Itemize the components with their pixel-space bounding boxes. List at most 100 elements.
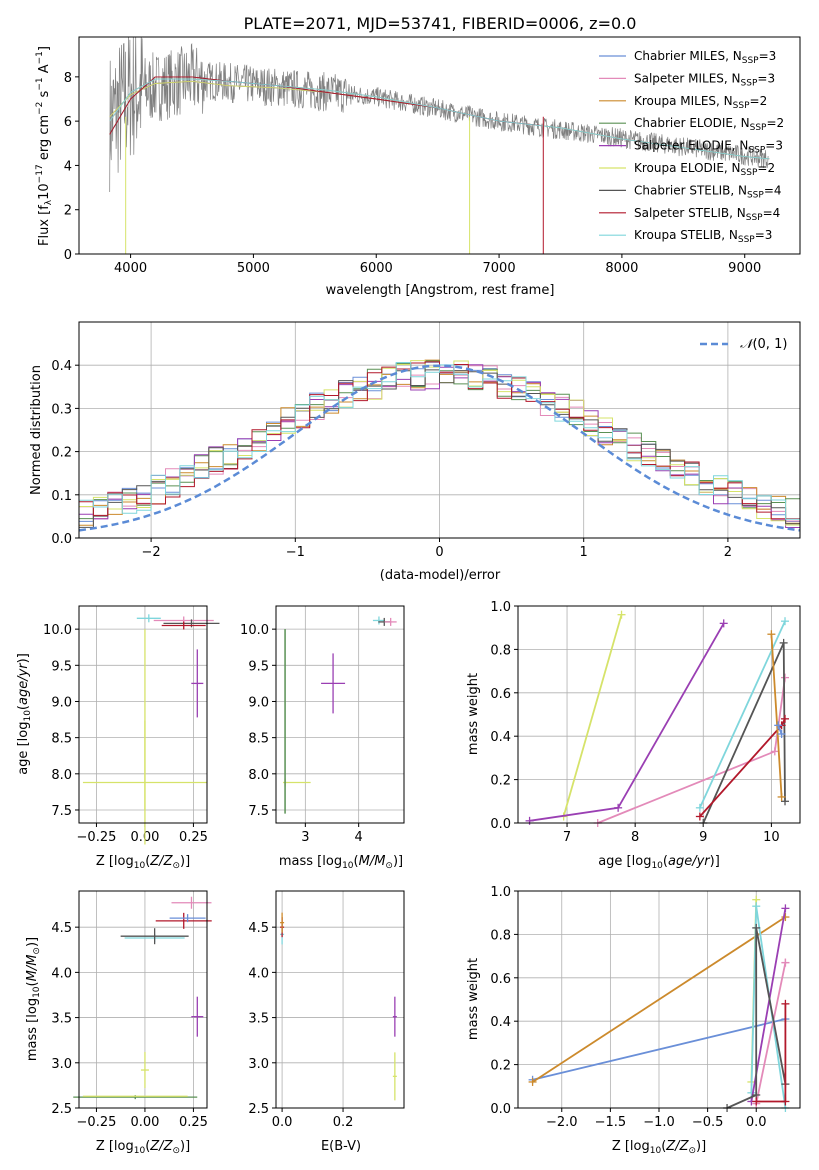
histogram-xlabel: (data-model)/error <box>380 568 501 583</box>
mass-z-xlabel: Z [log10(Z/Z⊙)] <box>96 1139 190 1156</box>
gaussian-legend-label: 𝒩(0, 1) <box>740 337 787 352</box>
age-mass-xtick-label: 4 <box>355 830 363 845</box>
histogram-ytick-label: 0.0 <box>51 532 72 547</box>
age-mass-ytick-label: 7.5 <box>248 804 269 819</box>
spectrum-panel: PLATE=2071, MJD=53741, FIBERID=0006, z=0… <box>35 14 801 298</box>
legend-label-5: Kroupa ELODIE, NSSP=2 <box>634 161 775 178</box>
mw-age-axes-frame <box>517 605 801 824</box>
histogram-ytick-label: 0.3 <box>51 402 72 417</box>
mass-ebv-ytick-label: 4.5 <box>248 921 269 936</box>
age-z-ytick-label: 7.5 <box>51 804 72 819</box>
age-z-ytick-label: 8.5 <box>51 732 72 747</box>
mw-z-ytick-label: 1.0 <box>490 885 511 900</box>
mass-ebv-xtick-label: 0.0 <box>272 1115 293 1130</box>
mw-z-ytick-label: 0.8 <box>490 928 511 943</box>
histogram-ytick-label: 0.1 <box>51 489 72 504</box>
histogram-ytick-label: 0.4 <box>51 359 72 374</box>
mw-age-ylabel: mass weight <box>466 673 481 755</box>
spectrum-xtick-label: 9000 <box>728 261 761 276</box>
legend-label-1: Salpeter MILES, NSSP=3 <box>634 71 775 88</box>
mass-ebv-ytick-label: 3.0 <box>248 1057 269 1072</box>
spectrum-legend: Chabrier MILES, NSSP=3 Salpeter MILES, NS… <box>599 49 784 245</box>
legend-label-8: Kroupa STELIB, NSSP=3 <box>634 228 772 245</box>
mw-z-ytick-label: 0.6 <box>490 972 511 987</box>
mw-z-xlabel: Z [log10(Z/Z⊙)] <box>612 1139 706 1156</box>
spectrum-xlabel: wavelength [Angstrom, rest frame] <box>326 283 555 298</box>
mass-z-ytick-label: 3.0 <box>51 1057 72 1072</box>
mass-z-ytick-label: 3.5 <box>51 1012 72 1027</box>
mw-age-ytick-label: 1.0 <box>490 600 511 615</box>
mass-ebv-ytick-label: 2.5 <box>248 1102 269 1117</box>
mw-z-xtick-label: −1.5 <box>595 1115 627 1130</box>
histogram-xtick-label: 0 <box>435 545 443 560</box>
histogram-xtick-label: 1 <box>580 545 588 560</box>
mw-age-xtick-label: 9 <box>699 830 707 845</box>
mw-z-xtick-label: −2.0 <box>546 1115 578 1130</box>
mass-vs-metallicity-panel: −0.25 0.00 0.25 2.5 3.0 3.5 4.0 4.5 Z [log10(Z/… <box>25 890 212 1156</box>
mw-age-ytick-label: 0.6 <box>490 687 511 702</box>
age-z-xtick-label: 0.25 <box>179 830 208 845</box>
legend-label-2: Kroupa MILES, NSSP=2 <box>634 94 767 111</box>
mw-age-ytick-label: 0.4 <box>490 730 511 745</box>
mass-vs-ebv-panel: 0.0 0.2 2.5 3.0 3.5 4.0 4.5 E(B-V) <box>248 890 405 1154</box>
mass-z-ytick-label: 4.5 <box>51 921 72 936</box>
age-z-xlabel: Z [log10(Z/Z⊙)] <box>96 854 190 871</box>
mass-ebv-ytick-label: 3.5 <box>248 1012 269 1027</box>
mass-ebv-xlabel: E(B-V) <box>321 1139 361 1154</box>
mw-z-series-line-6 <box>726 927 787 1109</box>
spectrum-xtick-label: 7000 <box>483 261 516 276</box>
age-z-xtick-label: −0.25 <box>77 830 117 845</box>
spectrum-axes-frame <box>78 36 801 255</box>
age-mass-axes-frame <box>275 605 405 824</box>
histogram-axes-frame <box>78 321 801 539</box>
mw-age-series-line-2 <box>597 677 786 824</box>
mw-z-xtick-label: −0.5 <box>692 1115 724 1130</box>
mass-z-ytick-label: 4.0 <box>51 966 72 981</box>
age-z-ytick-label: 10.0 <box>43 623 72 638</box>
histogram-xtick-label: −2 <box>142 545 161 560</box>
residual-histogram-panel: −2 −1 0 1 2 0.0 0.1 0.2 0.3 0.4 (data-model)/erro… <box>29 321 801 583</box>
legend-label-0: Chabrier MILES, NSSP=3 <box>634 49 776 66</box>
mass-weight-vs-age-panel: 7 8 9 10 0.0 0.2 0.4 0.6 0.8 1.0 age [log10(age/y… <box>466 600 801 871</box>
mw-age-ytick-label: 0.0 <box>490 817 511 832</box>
spectrum-ylabel: Flux [fλ10−17 erg cm−2 s−1 A−1] <box>35 46 54 246</box>
histogram-ylabel: Normed distribution <box>29 365 44 495</box>
spectrum-ytick-label: 2 <box>64 204 72 219</box>
histogram-step-8 <box>79 362 800 520</box>
model-line-8 <box>109 78 770 160</box>
mass-z-axes-frame <box>78 890 208 1109</box>
age-mass-ytick-label: 9.0 <box>248 695 269 710</box>
mw-z-axes-frame <box>517 890 801 1109</box>
gaussian-curve <box>78 364 801 532</box>
age-z-ytick-label: 8.0 <box>51 768 72 783</box>
mw-age-xlabel: age [log10(age/yr)] <box>598 854 720 871</box>
mw-age-xtick-label: 10 <box>763 830 780 845</box>
mass-weight-vs-metallicity-panel: −2.0 −1.5 −1.0 −0.5 0.0 0.0 0.2 0.4 0.6 0.8 1.0 Z … <box>466 885 801 1156</box>
age-mass-xtick-label: 3 <box>301 830 309 845</box>
mw-z-ylabel: mass weight <box>466 958 481 1040</box>
mass-ebv-xtick-label: 0.2 <box>333 1115 354 1130</box>
spectrum-xtick-label: 5000 <box>237 261 270 276</box>
legend-label-3: Chabrier ELODIE, NSSP=2 <box>634 116 784 133</box>
spectrum-ytick-label: 6 <box>64 115 72 130</box>
histogram-legend: 𝒩(0, 1) <box>700 337 787 352</box>
spectrum-ytick-label: 8 <box>64 71 72 86</box>
age-mass-ytick-label: 8.5 <box>248 732 269 747</box>
age-mass-xlabel: mass [log10(M/M⊙)] <box>279 854 403 871</box>
mw-z-ytick-label: 0.0 <box>490 1102 511 1117</box>
mw-age-xtick-label: 8 <box>631 830 639 845</box>
mass-z-xtick-label: 0.00 <box>130 1115 159 1130</box>
spectrum-xtick-label: 6000 <box>360 261 393 276</box>
mw-z-ytick-label: 0.4 <box>490 1015 511 1030</box>
mw-z-xtick-label: −1.0 <box>643 1115 675 1130</box>
spectrum-xtick-label: 8000 <box>605 261 638 276</box>
mass-z-ytick-label: 2.5 <box>51 1102 72 1117</box>
spectrum-ytick-label: 4 <box>64 159 72 174</box>
mw-z-ytick-label: 0.2 <box>490 1059 511 1074</box>
mass-ebv-axes-frame <box>275 890 405 1109</box>
legend-label-7: Salpeter STELIB, NSSP=4 <box>634 206 780 223</box>
mass-z-xtick-label: 0.25 <box>179 1115 208 1130</box>
age-mass-ytick-label: 10.0 <box>240 623 269 638</box>
mw-age-series-line-0 <box>562 614 623 817</box>
mw-age-ytick-label: 0.2 <box>490 774 511 789</box>
